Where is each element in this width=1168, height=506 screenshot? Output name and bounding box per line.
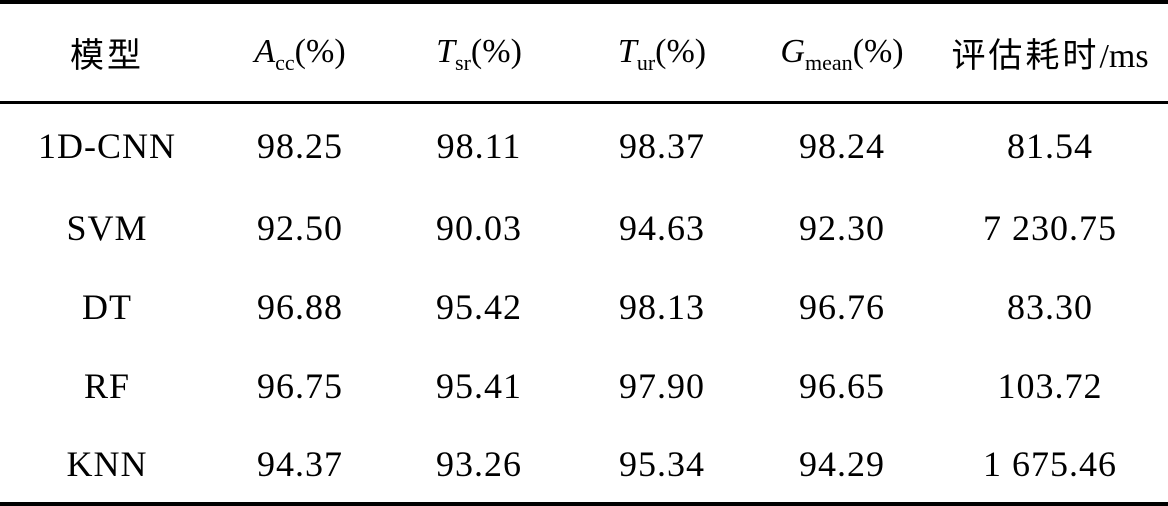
table-row: 1D-CNN 98.25 98.11 98.37 98.24 81.54 bbox=[0, 102, 1168, 188]
header-accuracy-unit: (%) bbox=[294, 33, 346, 71]
cell-acc: 98.25 bbox=[257, 125, 343, 166]
header-gmean-unit: (%) bbox=[852, 33, 904, 71]
table-header: 模型 Acc(%) Tsr(%) Tur(%) Gmean(%) 评估耗时/ms bbox=[0, 0, 1168, 104]
cell-model: 1D-CNN bbox=[38, 125, 176, 166]
cell-eval-time: 81.54 bbox=[1007, 125, 1093, 166]
cell-tur: 94.63 bbox=[619, 207, 705, 248]
table-row: RF 96.75 95.41 97.90 96.65 103.72 bbox=[0, 346, 1168, 425]
cell-model: KNN bbox=[0, 425, 214, 506]
header-row: 模型 Acc(%) Tsr(%) Tur(%) Gmean(%) 评估耗时/ms bbox=[0, 0, 1168, 104]
cell-tsr: 98.11 bbox=[436, 125, 522, 166]
header-model-label: 模型 bbox=[70, 35, 144, 76]
cell-tsr: 93.26 bbox=[386, 425, 572, 506]
cell-eval-time: 7 230.75 bbox=[983, 207, 1117, 248]
cell-eval-time: 1 675.46 bbox=[932, 425, 1168, 506]
header-tsr-unit: (%) bbox=[470, 33, 522, 71]
header-gmean-symbol: G bbox=[780, 33, 805, 71]
header-eval-time: 评估耗时/ms bbox=[932, 0, 1168, 104]
table-body: 1D-CNN 98.25 98.11 98.37 98.24 81.54 SVM… bbox=[0, 102, 1168, 506]
cell-gmean: 94.29 bbox=[752, 425, 932, 506]
cell-tsr: 90.03 bbox=[436, 207, 522, 248]
cell-gmean: 96.76 bbox=[799, 286, 885, 327]
cell-tur: 97.90 bbox=[619, 365, 705, 406]
cell-tur: 98.13 bbox=[619, 286, 705, 327]
cell-tsr: 95.42 bbox=[436, 286, 522, 327]
table-row: DT 96.88 95.42 98.13 96.76 83.30 bbox=[0, 267, 1168, 346]
header-tur-subscript: ur bbox=[636, 50, 656, 76]
cell-tur: 95.34 bbox=[572, 425, 752, 506]
header-eval-time-label: 评估耗时 bbox=[951, 35, 1100, 76]
header-eval-time-unit: /ms bbox=[1099, 37, 1149, 75]
table-row: KNN 94.37 93.26 95.34 94.29 1 675.46 bbox=[0, 425, 1168, 506]
cell-acc: 96.75 bbox=[257, 365, 343, 406]
cell-model: DT bbox=[82, 286, 132, 327]
cell-eval-time: 83.30 bbox=[1007, 286, 1093, 327]
header-tsr-symbol: T bbox=[436, 33, 456, 71]
cell-eval-time: 103.72 bbox=[997, 365, 1103, 406]
cell-gmean: 92.30 bbox=[799, 207, 885, 248]
header-accuracy: Acc(%) bbox=[214, 0, 386, 104]
header-accuracy-subscript: cc bbox=[275, 50, 295, 76]
cell-gmean: 96.65 bbox=[799, 365, 885, 406]
header-model: 模型 bbox=[0, 0, 214, 104]
header-gmean-subscript: mean bbox=[804, 50, 853, 76]
cell-acc: 92.50 bbox=[257, 207, 343, 248]
header-gmean: Gmean(%) bbox=[752, 0, 932, 104]
table-row: SVM 92.50 90.03 94.63 92.30 7 230.75 bbox=[0, 188, 1168, 267]
cell-acc: 96.88 bbox=[257, 286, 343, 327]
cell-tsr: 95.41 bbox=[436, 365, 522, 406]
cell-model: RF bbox=[83, 365, 131, 406]
header-accuracy-symbol: A bbox=[254, 33, 276, 71]
header-tsr-subscript: sr bbox=[455, 50, 471, 76]
cell-acc: 94.37 bbox=[214, 425, 386, 506]
header-tur: Tur(%) bbox=[572, 0, 752, 104]
header-tur-symbol: T bbox=[617, 33, 637, 71]
cell-tur: 98.37 bbox=[619, 125, 705, 166]
cell-model: SVM bbox=[66, 207, 148, 248]
header-tur-unit: (%) bbox=[655, 33, 707, 71]
header-tsr: Tsr(%) bbox=[386, 0, 572, 104]
cell-gmean: 98.24 bbox=[799, 125, 885, 166]
